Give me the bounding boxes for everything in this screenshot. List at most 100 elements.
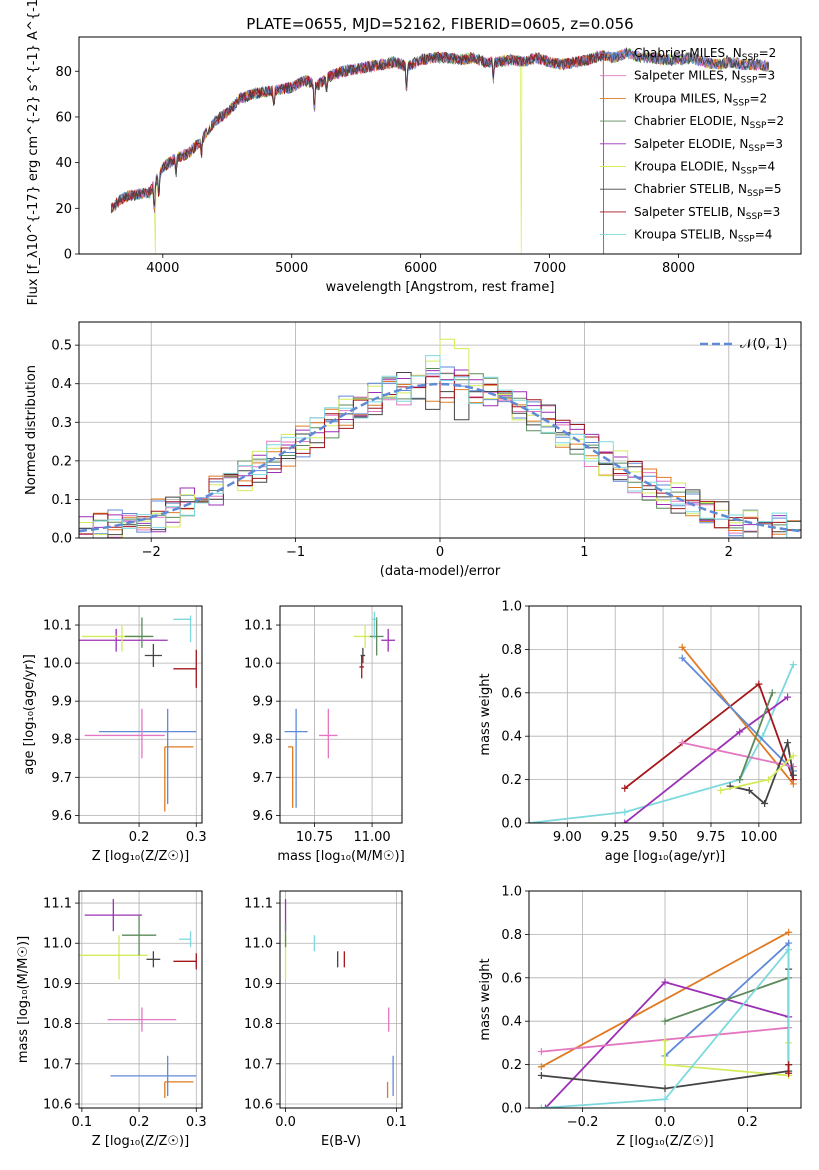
y-tick-label: 9.7 [252,771,273,786]
legend-label: Kroupa STELIB, NSSP=4 [634,228,772,245]
weight-marker [785,939,793,947]
age-vs-Z-panel: 0.2 0.3 9.6 9.7 9.8 9.9 10.0 10.1 Z [log₁₀(Z/Z☉)… [22,605,207,864]
hist-step-chabrier-stelib [79,372,801,538]
x-tick-label: 10.75 [296,830,333,845]
gaussian-curve [79,382,801,533]
x-tick-label: 0.0 [275,1115,296,1130]
x-tick-label: 2 [725,545,733,560]
plot-frame [279,605,403,824]
figure-title: PLATE=0655, MJD=52162, FIBERID=0605, z=0… [246,15,633,33]
weight-marker [736,776,744,784]
y-tick-label: 0.6 [501,686,522,701]
x-axis-label: age [log₁₀(age/yr)] [605,849,726,864]
y-tick-label: 9.8 [51,733,72,748]
x-tick-label: 0.2 [129,830,150,845]
weight-marker [785,1069,793,1077]
x-tick-label: 9.50 [649,830,678,845]
x-tick-label: 9.25 [601,830,630,845]
x-axis-label: Z [log₁₀(Z/Z☉)] [92,849,189,864]
x-tick-label: −2 [142,545,161,560]
y-tick-label: 10.9 [244,977,273,992]
plot-frame [78,605,203,824]
hist-lines [79,338,801,538]
y-tick-label: 0.5 [51,339,72,354]
y-tick-label: 0.8 [501,928,522,943]
x-tick-label: 1 [580,545,588,560]
y-tick-label: 0.0 [51,532,72,547]
weight-vs-age-panel: 9.00 9.25 9.50 9.75 10.00 0.0 0.2 0.4 0.6 0.8 1.0 a… [478,600,802,864]
y-tick-label: 0.4 [501,730,522,745]
weight-marker [768,689,776,697]
x-tick-label: 4000 [146,261,179,276]
legend-label-gaussian: 𝒩(0, 1) [740,337,787,352]
weight-marker [621,784,629,792]
y-tick-label: 10.8 [43,1017,72,1032]
legend-label: Chabrier STELIB, NSSP=5 [634,182,782,199]
x-tick-label: 11.00 [353,830,390,845]
y-tick-label: 10.7 [244,1057,273,1072]
y-tick-label: 10.1 [43,619,72,634]
weight-marker [789,661,797,669]
mass-vs-Z-panel: 0.1 0.2 0.3 10.6 10.7 10.8 10.9 11.0 11.1 Z [log₁… [16,890,207,1149]
legend-label: Kroupa MILES, NSSP=2 [634,91,767,108]
y-tick-label: 11.1 [244,897,273,912]
spectrum-line-chabrier-miles [110,48,770,212]
y-tick-label: 0.0 [501,1102,522,1117]
weight-marker [764,776,772,784]
y-tick-label: 0.1 [51,493,72,508]
y-tick-label: 9.6 [51,809,72,824]
weight-marker [755,680,763,688]
x-axis-label: Z [log₁₀(Z/Z☉)] [92,1134,189,1149]
x-tick-label: −0.2 [567,1115,599,1130]
age-vs-mass-panel: 10.75 11.00 9.6 9.7 9.8 9.9 10.0 10.1 mass [log₁… [244,605,405,864]
weight-marker [736,728,744,736]
weight-marker [537,1048,545,1056]
x-tick-label: 0.2 [129,1115,150,1130]
x-tick-label: −1 [286,545,305,560]
plot-frame [528,605,802,824]
y-tick-label: 11.0 [244,937,273,952]
mass-vs-ebv-points [284,899,394,1098]
y-axis-label: age [log₁₀(age/yr)] [22,654,37,775]
hist-step-salpeter-stelib [79,374,801,538]
y-tick-label: 60 [55,110,72,125]
y-tick-label: 0.2 [501,773,522,788]
weight-line [682,741,794,768]
y-tick-label: 10.9 [43,977,72,992]
y-tick-label: 0.2 [51,454,72,469]
legend-label: Salpeter MILES, NSSP=3 [634,69,775,86]
x-tick-label: 7000 [533,261,566,276]
y-tick-label: 0.4 [51,377,72,392]
y-tick-label: 11.0 [43,937,72,952]
weight-vs-Z-lines [537,928,793,1108]
weight-marker [789,780,797,788]
x-tick-label: 0.2 [737,1115,758,1130]
weight-marker [785,928,793,936]
y-tick-label: 0.8 [501,643,522,658]
y-tick-label: 0.4 [501,1015,522,1030]
weight-marker [789,771,797,779]
weight-marker [661,1037,669,1045]
y-tick-label: 9.9 [51,695,72,710]
x-tick-label: 10.00 [740,830,777,845]
weight-marker [537,1071,545,1079]
y-tick-label: 0.6 [501,971,522,986]
y-tick-label: 0.0 [501,817,522,832]
mass-vs-Z-points [79,899,197,1098]
weight-marker [621,808,629,816]
x-axis-label: (data-model)/error [380,564,501,579]
y-axis-label: Flux [f_λ10^{-17} erg cm^{-2} s^{-1} A^{… [26,0,41,305]
x-axis-label: mass [log₁₀(M/M☉)] [277,849,404,864]
y-tick-label: 10.6 [244,1097,273,1112]
spectrum-lines [110,47,770,254]
y-tick-label: 10.0 [43,657,72,672]
y-axis-label: Normed distribution [24,365,39,495]
y-tick-label: 20 [55,202,72,217]
weight-marker [785,946,793,954]
weight-line [664,941,790,1065]
y-tick-label: 9.6 [252,809,273,824]
hist-step-kroupa-stelib [79,355,801,538]
x-axis-label: wavelength [Angstrom, rest frame] [326,280,555,295]
y-tick-label: 10.6 [43,1097,72,1112]
weight-marker [541,1104,549,1108]
